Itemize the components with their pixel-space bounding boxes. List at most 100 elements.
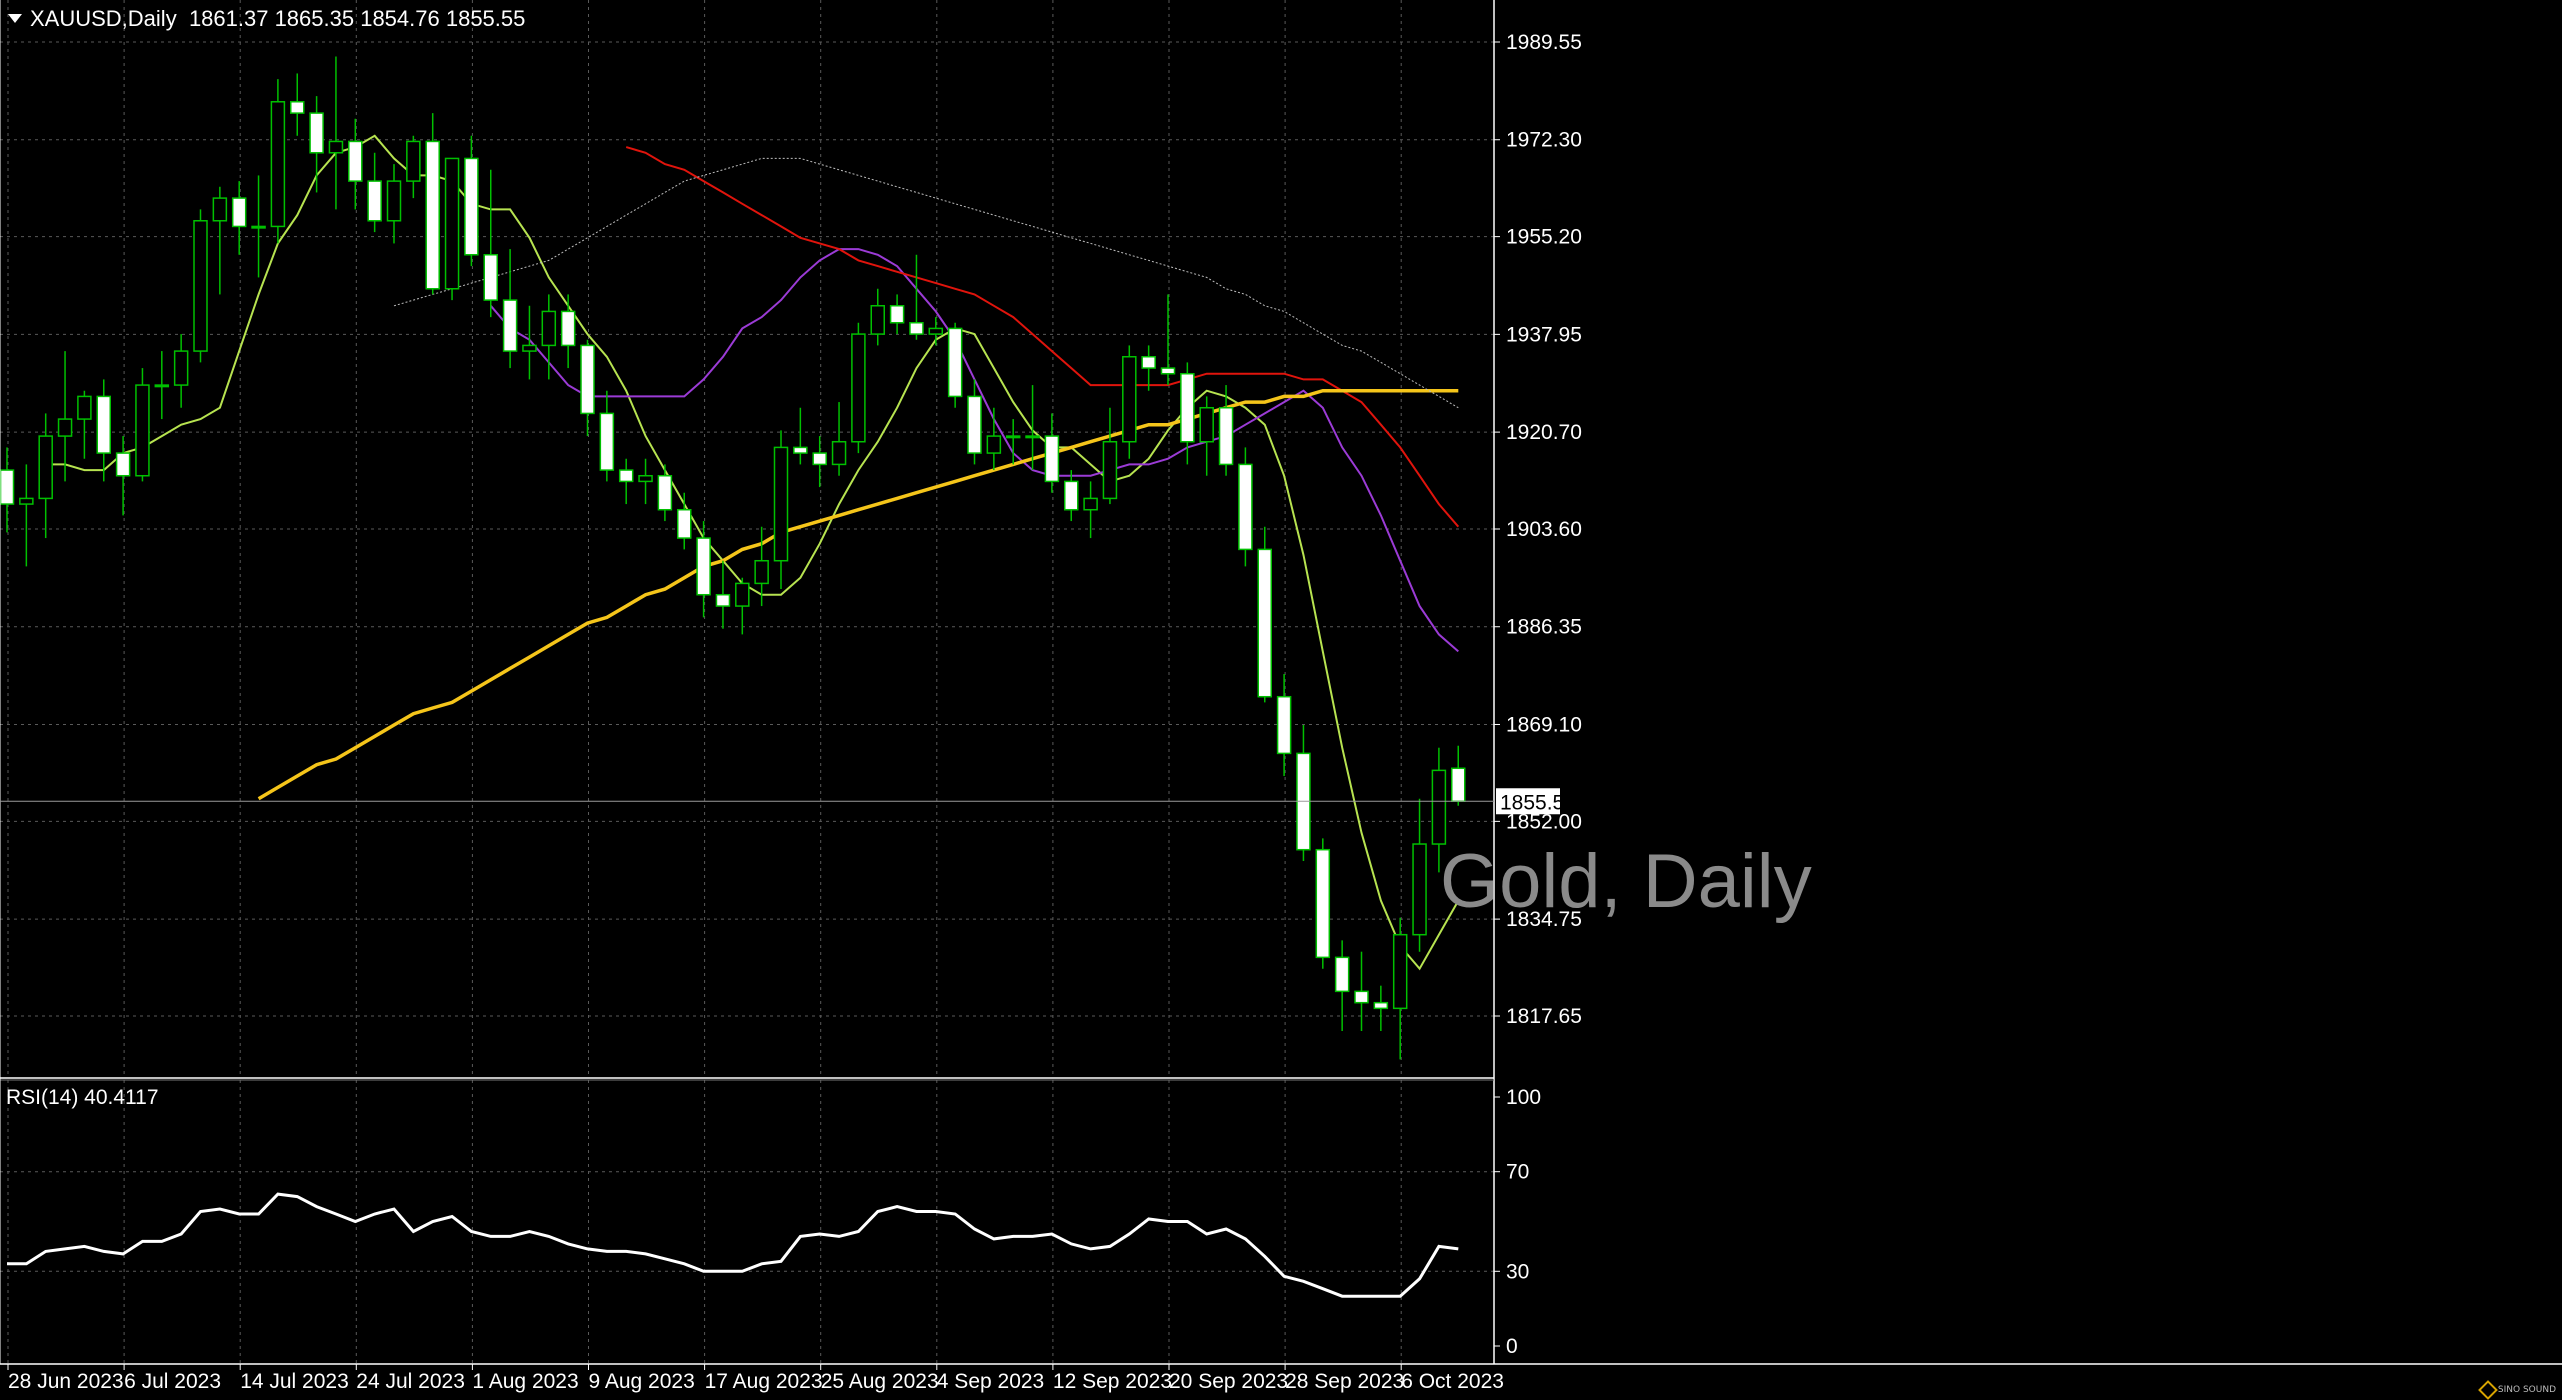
candle-body [348,140,363,182]
x-tick-label: 20 Sep 2023 [1169,1370,1288,1393]
candle [212,186,228,295]
candle-body [618,469,634,483]
candle-body [1451,767,1466,803]
candle [1160,294,1176,386]
candle-body [677,508,692,539]
candle [1412,798,1427,952]
chart-header[interactable]: XAUUSD,Daily 1861.37 1865.35 1854.76 185… [8,6,525,32]
y-tick-label: 1903.60 [1506,518,1582,541]
candle-body [696,537,711,596]
candle [193,209,208,363]
main-grid [0,0,1494,1078]
candle [135,368,150,482]
candle-body [793,446,808,454]
rsi-polyline [7,1192,1459,1298]
candle [1315,838,1331,969]
candle-body [1373,1001,1389,1010]
x-tick-label: 1 Aug 2023 [472,1370,578,1393]
candle-body [115,452,131,477]
x-tick-label: 28 Sep 2023 [1285,1370,1404,1393]
candle-body [1257,548,1272,698]
candle-body [1238,463,1253,551]
candle-body [928,327,944,335]
candle [541,294,557,380]
x-tick-label: 6 Jul 2023 [124,1370,221,1393]
candles[interactable] [0,56,1466,1060]
candle [425,113,440,295]
candle-body [909,322,924,335]
candle [889,294,905,335]
candle [1102,407,1118,505]
candle-body [735,582,750,607]
candle-body [367,180,382,222]
candle-body [483,254,498,301]
candle-body [1083,497,1098,511]
candle [57,351,73,482]
candle [1122,345,1137,459]
candle [754,526,769,607]
x-tick-label: 24 Jul 2023 [356,1370,465,1393]
moving-average-lines [45,134,1460,971]
x-tick-label: 12 Sep 2023 [1053,1370,1172,1393]
candle-body [77,395,92,420]
dropdown-triangle-icon[interactable] [8,13,22,23]
y-tick-label: 1937.95 [1506,323,1582,346]
rsi-tick-label: 70 [1506,1161,1529,1184]
candle-body [1392,933,1408,1010]
candle-body [212,197,228,222]
rsi-tick-label: 0 [1506,1335,1518,1358]
candle [773,430,789,590]
candle-body [715,593,731,607]
ma-line [490,248,1459,653]
candle-body [0,469,15,505]
candle-body [444,157,460,290]
candle-body [1141,356,1156,369]
candle [986,407,1002,471]
candle [1025,385,1040,471]
ma-line [393,157,1459,409]
candle [1238,447,1253,567]
candle [947,322,963,408]
candle-body [773,446,789,562]
y-tick-label: 1817.65 [1506,1005,1582,1028]
candle [328,56,344,210]
x-tick-label: 9 Aug 2023 [589,1370,695,1393]
rsi-tick-label: 30 [1506,1260,1529,1283]
candle [231,181,247,255]
y-tick-label: 1869.10 [1506,713,1582,736]
candle-body [754,559,769,585]
candle-body [406,140,421,182]
candle [967,379,982,465]
broker-logo: SINO SOUND [2478,1380,2556,1400]
candle-body [1005,435,1021,439]
ma-line [257,388,1459,801]
candle-body [657,474,673,511]
candle-body [328,140,344,154]
x-tick-label: 6 Oct 2023 [1401,1370,1504,1393]
candle-body [96,395,111,454]
candle [1334,940,1350,1032]
candle [77,390,92,459]
y-tick-label: 1886.35 [1506,616,1582,639]
candle-body [193,220,208,352]
candle-body [425,140,440,290]
candle [1180,362,1195,465]
candle [735,577,750,635]
x-tick-label: 17 Aug 2023 [705,1370,823,1393]
candle [348,118,363,210]
logo-text: SINO SOUND [2497,1385,2556,1395]
candle [154,351,170,420]
candle [1141,345,1156,391]
y-tick-label: 1834.75 [1506,908,1582,931]
candle-body [522,344,537,352]
candle-body [1431,769,1447,845]
candle [1257,526,1272,703]
candle-body [1044,435,1060,483]
candle [1044,413,1060,493]
candle [0,447,15,533]
candle [1451,745,1466,806]
candle-body [986,435,1002,454]
ohlc-values: 1861.37 1865.35 1854.76 1855.55 [188,6,526,31]
